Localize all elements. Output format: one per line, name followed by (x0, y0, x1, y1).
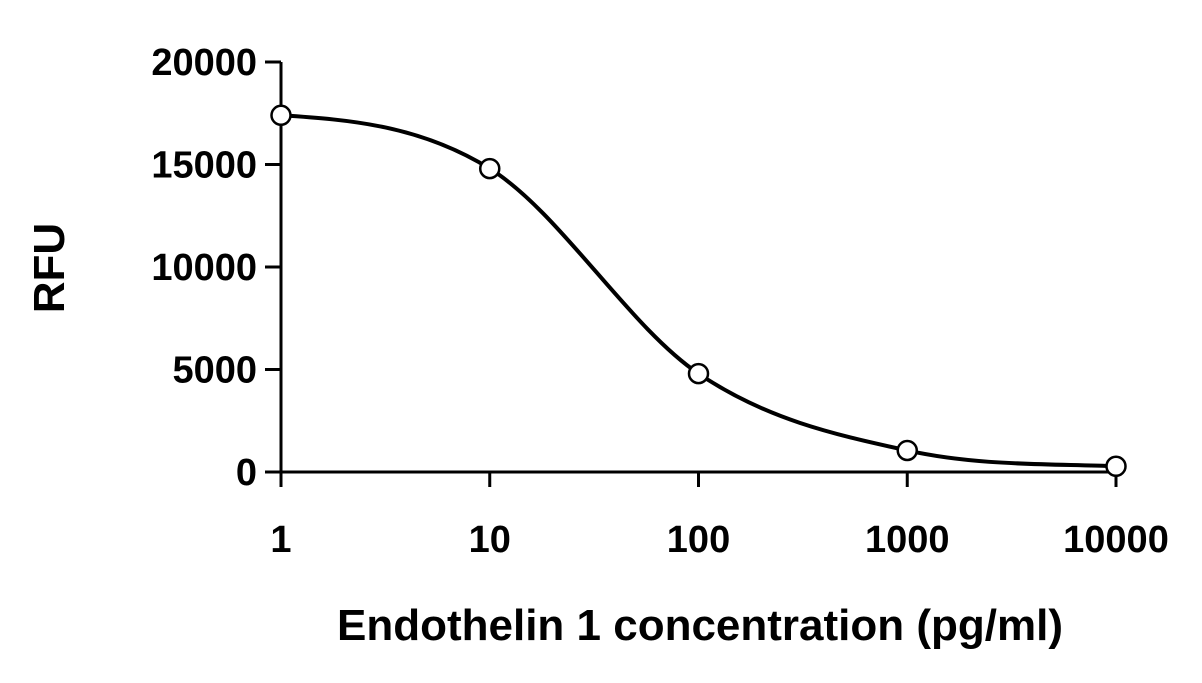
data-point (896, 439, 918, 462)
curve-layer (280, 113, 1117, 469)
y-tick-label: 15000 (151, 145, 257, 187)
x-tick-label: 10 (469, 519, 511, 561)
data-point (479, 157, 501, 180)
points-layer (270, 104, 1127, 478)
x-tick-label: 10000 (1063, 519, 1169, 561)
x-tick-label: 1000 (865, 519, 950, 561)
data-point (687, 362, 710, 385)
x-axis-label: Endothelin 1 concentration (pg/ml) (337, 601, 1063, 650)
y-tick-label: 10000 (151, 247, 257, 289)
data-point (1105, 455, 1127, 478)
y-tick-label: 0 (236, 452, 257, 494)
series-line (280, 113, 1117, 469)
tick-labels: 0 5000 10000 15000 20000 1 10 100 1000 10000 (151, 42, 1169, 561)
x-tick-label: 1 (270, 519, 291, 561)
y-tick-label: 20000 (151, 42, 257, 84)
x-tick-label: 100 (667, 519, 730, 561)
y-axis-label: RFU (25, 223, 74, 313)
y-tick-label: 5000 (172, 350, 257, 392)
data-point (270, 104, 292, 127)
axes (265, 60, 1118, 487)
